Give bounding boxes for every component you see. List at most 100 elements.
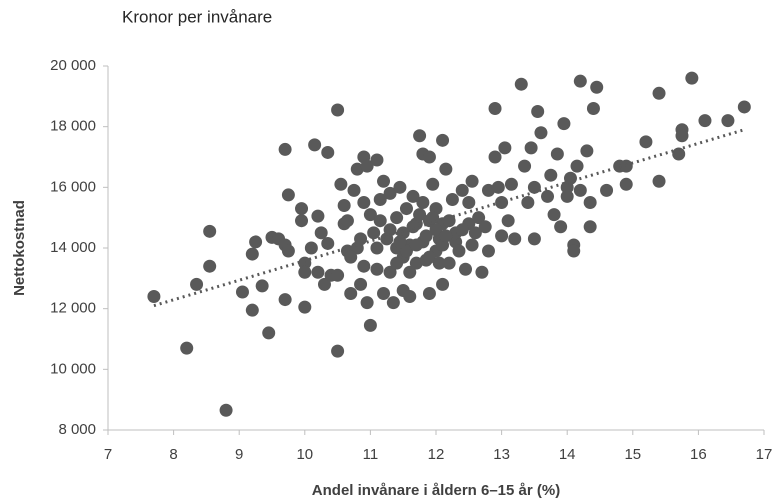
point [190,277,204,291]
point [567,244,581,258]
point [455,223,469,237]
point [672,147,686,161]
point [698,114,712,128]
point [491,180,505,194]
point [344,250,358,264]
point [235,285,249,299]
y-tick-label: 8 000 [58,421,96,438]
point [370,241,384,255]
point [249,235,263,249]
point [531,105,545,118]
point [219,403,233,417]
point [367,226,381,240]
x-tick-label: 13 [493,446,510,463]
point [334,177,348,191]
point [675,129,689,143]
point [547,208,561,222]
point [550,147,564,161]
point [472,211,486,225]
point [308,138,322,152]
point [527,232,541,246]
point [452,244,466,258]
point [600,183,614,197]
point [422,287,436,300]
point [518,159,532,173]
y-tick-label: 16 000 [50,178,96,195]
point [337,199,351,213]
x-tick-label: 11 [363,446,379,463]
point [652,86,666,100]
point [590,80,604,94]
point [459,262,473,276]
point [426,177,440,191]
point [278,293,292,307]
point [340,214,354,228]
point [357,259,371,273]
point [370,262,384,276]
point [416,196,430,209]
point [377,287,391,300]
point [373,214,387,228]
point [399,244,413,258]
point [442,214,456,228]
chart-title: Kronor per invånare [122,7,272,26]
point [304,241,318,255]
point [495,196,509,209]
point [393,180,407,194]
point [262,326,276,340]
point [436,277,450,291]
point [534,126,548,140]
point [541,189,555,203]
point [436,133,450,147]
point [422,150,436,164]
point [298,256,312,270]
point [422,250,436,264]
point [317,277,331,291]
point [373,192,387,206]
point [685,71,699,85]
point [393,235,407,249]
point [331,344,345,358]
point [147,290,161,304]
point [462,196,476,209]
point [573,74,587,88]
point [403,290,417,304]
point [350,162,364,176]
point [586,101,600,115]
point [383,186,397,200]
point [619,177,633,191]
point [311,209,325,223]
point [347,183,361,197]
point [413,129,427,143]
point [281,188,295,202]
point [524,141,538,155]
point [406,189,420,203]
point [406,220,420,234]
point [363,208,377,222]
point [481,244,495,258]
point [413,208,427,222]
point [180,341,194,355]
point [465,238,479,252]
y-tick-label: 20 000 [50,57,96,74]
point [439,229,453,243]
point [442,256,456,270]
point [498,141,512,155]
point [314,226,328,240]
point [354,232,368,246]
point [514,77,528,91]
x-tick-label: 15 [624,446,641,463]
point [255,279,269,293]
point [377,174,391,188]
x-tick-label: 12 [428,446,445,463]
point [639,135,653,149]
point [357,196,371,209]
point [383,265,397,279]
point [557,117,571,131]
point [737,100,751,114]
x-tick-label: 17 [756,446,773,463]
point [386,296,400,310]
point [403,265,417,279]
